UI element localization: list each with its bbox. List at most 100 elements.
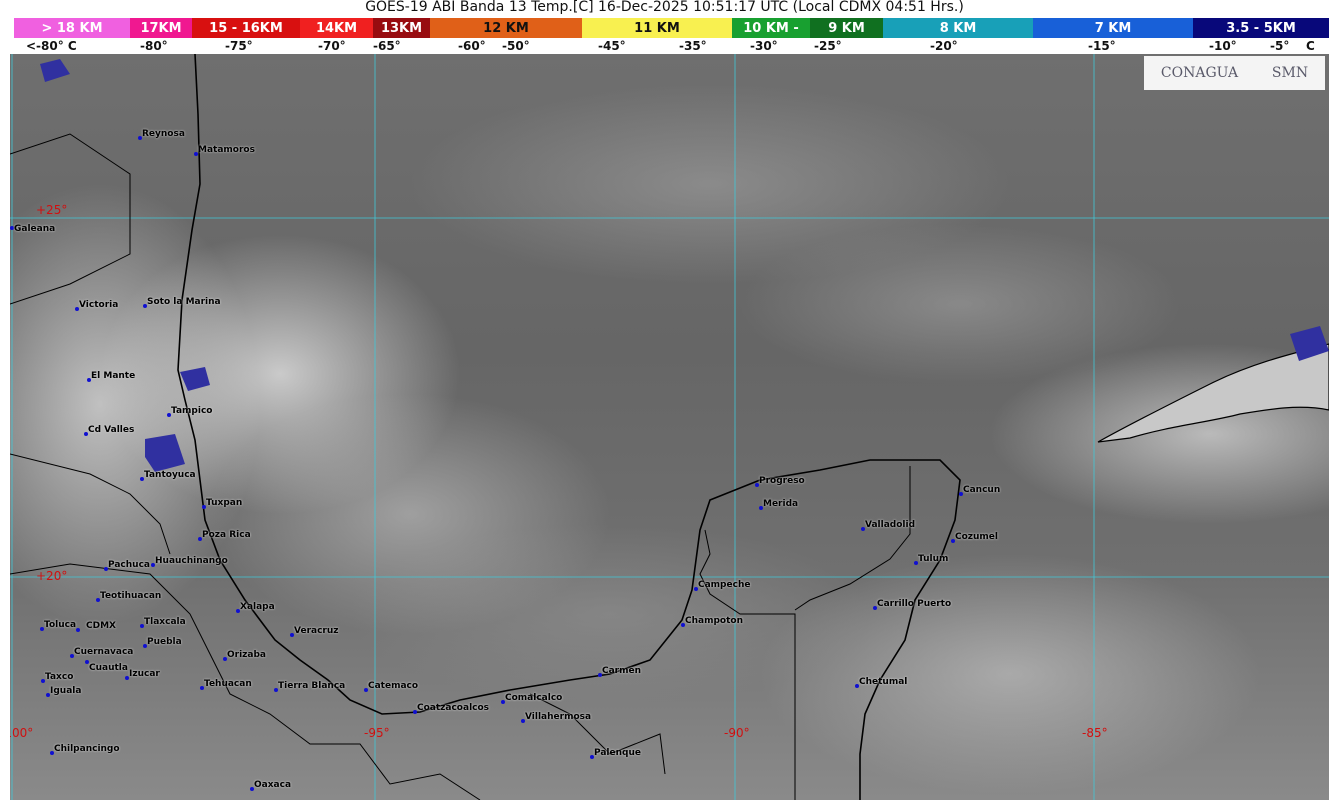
city-marker xyxy=(41,679,45,683)
city-label: Reynosa xyxy=(142,129,185,139)
city-marker xyxy=(75,307,79,311)
city-label: Valladolid xyxy=(865,520,916,530)
scale-segment: 10 KM - xyxy=(732,18,810,38)
city-label: Victoria xyxy=(79,300,119,310)
city-marker xyxy=(140,624,144,628)
city-label: Matamoros xyxy=(198,145,255,155)
map-overlay xyxy=(10,54,1329,800)
border xyxy=(10,563,481,800)
city-marker xyxy=(681,623,685,627)
city-label: Pachuca xyxy=(108,560,150,570)
tick-label: -30° xyxy=(750,39,778,53)
city-marker xyxy=(85,660,89,664)
scale-segment: 11 KM xyxy=(582,18,732,38)
image-title: GOES-19 ABI Banda 13 Temp.[C] 16-Dec-202… xyxy=(365,0,964,15)
city-marker xyxy=(914,561,918,565)
tick-label: -75° xyxy=(225,39,253,53)
city-label: Puebla xyxy=(147,637,182,647)
tick-label: C xyxy=(1306,39,1315,53)
city-label: Tampico xyxy=(171,406,213,416)
city-marker xyxy=(151,563,155,567)
scale-segment: 14KM xyxy=(300,18,373,38)
satellite-map[interactable]: Reynosa Matamoros Galeana Victoria Soto la M… xyxy=(10,54,1329,800)
city-marker xyxy=(40,627,44,631)
city-marker xyxy=(104,567,108,571)
city-label: Oaxaca xyxy=(254,780,292,790)
city-label: Campeche xyxy=(698,580,751,590)
state-border xyxy=(794,466,911,611)
latitude-label: +20° xyxy=(36,569,68,583)
city-marker xyxy=(861,527,865,531)
city-marker xyxy=(855,684,859,688)
city-marker xyxy=(140,477,144,481)
city-label: Xalapa xyxy=(240,602,275,612)
cold-cloud-blob xyxy=(40,59,1329,472)
city-marker xyxy=(290,633,294,637)
city-marker xyxy=(138,136,142,140)
city-marker xyxy=(364,688,368,692)
city-label: Cozumel xyxy=(955,532,999,542)
tick-label: -10° xyxy=(1209,39,1237,53)
cuba-outline xyxy=(1097,343,1329,443)
tick-label: -5° xyxy=(1270,39,1290,53)
city-label: Huauchinango xyxy=(155,556,228,566)
city-marker xyxy=(50,751,54,755)
city-label: Coatzacoalcos xyxy=(417,703,490,713)
city-marker xyxy=(200,686,204,690)
city-marker xyxy=(959,492,963,496)
scale-segment: 13KM xyxy=(373,18,430,38)
city-label: Cancun xyxy=(963,485,1001,495)
city-marker xyxy=(143,644,147,648)
city-label: Tehuacan xyxy=(204,679,252,689)
city-label: Villahermosa xyxy=(525,712,592,722)
city-label: El Mante xyxy=(91,371,136,381)
scale-segment: 9 KM xyxy=(810,18,883,38)
city-marker xyxy=(76,628,80,632)
city-label: CDMX xyxy=(86,621,116,631)
city-label: Poza Rica xyxy=(202,530,251,540)
city-marker xyxy=(501,700,505,704)
latitude-label: +25° xyxy=(36,203,68,217)
city-marker xyxy=(167,413,171,417)
city-marker xyxy=(84,432,88,436)
city-label: Comalcalco xyxy=(505,693,563,703)
city-label: Chetumal xyxy=(859,677,908,687)
city-label: Iguala xyxy=(50,686,82,696)
city-marker xyxy=(87,378,91,382)
city-label: Tierra Blanca xyxy=(278,681,346,691)
city-label: Palenque xyxy=(594,748,641,758)
scale-segment: 17KM xyxy=(130,18,192,38)
tick-label: <-80° C xyxy=(26,39,77,53)
tick-label: -35° xyxy=(679,39,707,53)
tick-label: -50° xyxy=(502,39,530,53)
scale-segment: 12 KM xyxy=(430,18,582,38)
city-marker xyxy=(202,505,206,509)
city-label: Cd Valles xyxy=(88,425,135,435)
city-marker xyxy=(873,606,877,610)
city-marker xyxy=(194,152,198,156)
city-label: Champoton xyxy=(685,616,743,626)
city-label: Carmen xyxy=(602,666,642,676)
city-marker xyxy=(125,676,129,680)
border xyxy=(10,453,171,555)
city-label: Chilpancingo xyxy=(54,744,120,754)
city-marker xyxy=(70,654,74,658)
city-marker xyxy=(10,226,14,230)
tick-label: -80° xyxy=(140,39,168,53)
city-marker xyxy=(96,598,100,602)
city-label: Progreso xyxy=(759,476,805,486)
border xyxy=(10,133,131,305)
city-label: Carrillo Puerto xyxy=(877,599,952,609)
city-marker xyxy=(46,693,50,697)
tick-label: -60° xyxy=(458,39,486,53)
state-border xyxy=(699,529,796,800)
city-label: Tantoyuca xyxy=(144,470,196,480)
scale-segment: 3.5 - 5KM xyxy=(1193,18,1329,38)
city-marker xyxy=(598,673,602,677)
longitude-label: -95° xyxy=(364,726,390,740)
conagua-logo: CONAGUA xyxy=(1160,65,1239,81)
city-label: Teotihuacan xyxy=(100,591,162,601)
city-marker xyxy=(694,587,698,591)
longitude-label: -85° xyxy=(1082,726,1108,740)
tick-label: -70° xyxy=(318,39,346,53)
